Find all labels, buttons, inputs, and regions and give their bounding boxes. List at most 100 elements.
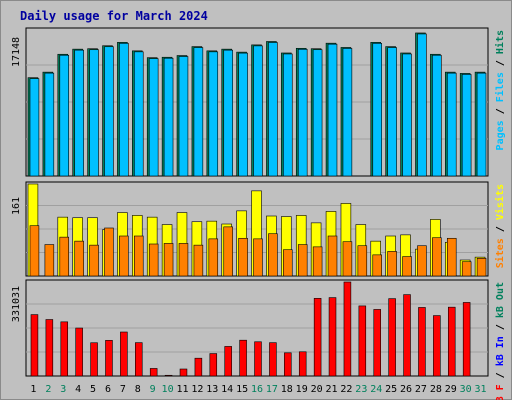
bar-sites — [312, 246, 323, 277]
legend-kbin: kB In — [495, 336, 506, 366]
bar-files — [29, 78, 40, 177]
bar-files — [238, 52, 248, 177]
bar-files — [342, 48, 353, 177]
bar-kb — [90, 342, 98, 377]
y-tick-label: 17148 — [11, 37, 22, 67]
x-tick-label: 6 — [105, 384, 111, 395]
bar-kb — [224, 346, 232, 377]
bar-sites — [29, 225, 40, 277]
x-tick-label: 3 — [60, 384, 66, 395]
x-tick-label: 21 — [325, 384, 337, 395]
x-tick-label: 27 — [415, 384, 427, 395]
x-tick-label: 1 — [30, 384, 36, 395]
bar-sites — [208, 238, 219, 277]
x-tick-label: 8 — [135, 384, 141, 395]
bar-files — [476, 72, 487, 177]
bar-kb — [462, 302, 471, 377]
bar-files — [253, 45, 263, 177]
bar-kb — [60, 321, 69, 377]
legend-visits: Visits — [494, 184, 506, 220]
bar-kb — [269, 342, 277, 377]
x-tick-label: 9 — [150, 384, 156, 395]
bar-sites — [119, 235, 129, 277]
bar-files — [104, 46, 114, 177]
bar-kb — [403, 294, 411, 377]
bar-files — [74, 49, 84, 177]
legend-kbf: kB F — [495, 384, 506, 400]
y-tick-label: 331031 — [11, 286, 22, 322]
bar-sites — [446, 237, 457, 277]
legend-files: Files — [494, 72, 506, 102]
x-tick-label: 29 — [445, 384, 457, 395]
bar-files — [268, 42, 278, 177]
x-tick-label: 11 — [176, 384, 188, 395]
x-tick-label: 7 — [120, 384, 126, 395]
bar-kb — [433, 315, 441, 377]
bar-files — [461, 74, 472, 177]
bar-kb — [447, 306, 456, 377]
bar-sites — [163, 243, 174, 277]
x-tick-label: 23 — [355, 384, 367, 395]
bar-sites — [74, 240, 84, 277]
bar-files — [59, 54, 70, 177]
x-tick-label: 18 — [281, 384, 293, 395]
bar-sites — [148, 243, 159, 277]
bar-kb — [209, 353, 218, 377]
x-tick-label: 12 — [191, 384, 203, 395]
bar-files — [446, 72, 457, 177]
bar-files — [387, 47, 397, 177]
x-tick-label: 10 — [162, 384, 174, 395]
x-tick-label: 15 — [236, 384, 248, 395]
bar-files — [327, 43, 338, 177]
x-tick-label: 26 — [400, 384, 412, 395]
x-tick-label: 2 — [45, 384, 51, 395]
bar-sites — [89, 244, 99, 277]
bar-kb — [45, 319, 54, 377]
bar-files — [193, 47, 204, 177]
bar-files — [223, 49, 233, 177]
bar-files — [283, 53, 293, 177]
bar-sites — [178, 243, 189, 277]
x-tick-label: 25 — [385, 384, 397, 395]
bar-kb — [328, 297, 337, 377]
bar-sites — [104, 227, 114, 277]
x-tick-label: 19 — [296, 384, 308, 395]
legend-sep: / — [495, 220, 506, 238]
y-tick-label: 161 — [11, 197, 22, 215]
bar-files — [44, 72, 55, 177]
chart-title: Daily usage for March 2024 — [20, 9, 208, 23]
bar-sites — [327, 235, 338, 277]
legend-visits-sites: Sites / Visits — [494, 184, 506, 268]
bar-kb — [120, 331, 128, 377]
bar-kb — [30, 314, 39, 377]
legend-kb: kB F / kB In / kB Out — [495, 282, 506, 400]
bar-sites — [372, 254, 382, 277]
bar-files — [417, 33, 427, 177]
bar-kb — [194, 357, 203, 377]
bar-sites — [476, 257, 487, 277]
bar-sites — [387, 251, 397, 277]
bar-kb — [388, 298, 396, 377]
legend-hits-files-pages: Pages / Files / Hits — [494, 30, 506, 150]
bar-kb — [105, 340, 113, 377]
x-tick-label: 16 — [251, 384, 263, 395]
bar-sites — [59, 236, 70, 277]
legend-hits: Hits — [494, 30, 506, 54]
bar-kb — [75, 327, 83, 377]
x-tick-label: 4 — [75, 384, 81, 395]
legend-kbout: kB Out — [495, 282, 506, 318]
bar-sites — [193, 244, 204, 277]
bar-files — [89, 49, 99, 177]
x-tick-label: 31 — [475, 384, 487, 395]
bar-kb — [179, 368, 188, 377]
bar-kb — [254, 341, 262, 377]
legend-sites: Sites — [494, 238, 506, 268]
legend-sep: / — [495, 366, 506, 384]
bar-sites — [402, 256, 412, 277]
bar-kb — [164, 374, 173, 377]
bar-files — [208, 51, 219, 177]
bar-kb — [373, 309, 381, 377]
x-tick-label: 28 — [430, 384, 442, 395]
bar-sites — [283, 249, 293, 277]
